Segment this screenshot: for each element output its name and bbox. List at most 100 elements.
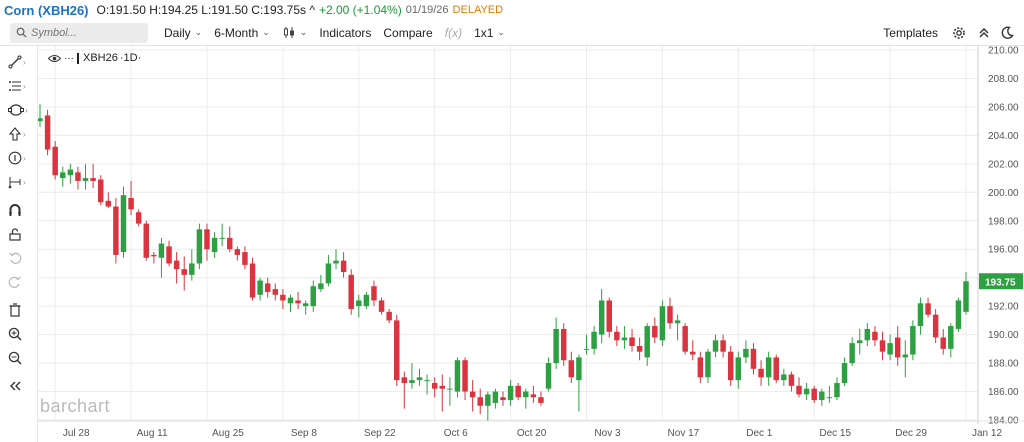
moon-icon (1001, 26, 1014, 39)
x-tick-label: Nov 3 (594, 428, 621, 439)
symbol-search[interactable] (10, 22, 148, 43)
shape-tool[interactable]: › (8, 100, 32, 120)
candle-body (242, 252, 248, 265)
magnet-icon (9, 204, 21, 216)
candle-body (614, 331, 620, 341)
symbol-input[interactable] (31, 26, 131, 39)
zoom-in-button[interactable] (8, 324, 32, 344)
chevron-down-icon: ⌄ (262, 27, 270, 37)
candle-body (166, 246, 172, 264)
candle-body (811, 388, 817, 401)
candle-body (67, 169, 74, 176)
candle-body (447, 388, 453, 390)
candle-body (333, 260, 339, 264)
candlestick-icon (283, 27, 294, 38)
candle-body (477, 397, 483, 406)
interval-dropdown[interactable]: Daily ⌄ (164, 26, 202, 40)
candle-body (75, 172, 81, 181)
number-marker-icon (8, 151, 22, 165)
interval-label: Daily (164, 25, 191, 40)
candle-body (932, 314, 939, 338)
y-tick-label: 208.00 (988, 74, 1019, 85)
last-price-marker (979, 273, 1023, 290)
delete-button[interactable] (8, 300, 32, 320)
candle-body (894, 337, 901, 358)
barchart-logo: barchart (40, 396, 111, 416)
y-tick-label: 206.00 (988, 102, 1019, 113)
candle-body (462, 360, 468, 392)
candle-body (227, 237, 233, 250)
candle-body (849, 343, 855, 364)
drawing-toolbar: › › › › › › (0, 46, 38, 442)
chart-toolbar: Daily⌄ 6-Month⌄ ⌄ Indicators Compare f(x… (0, 20, 1024, 46)
templates-label: Templates (883, 26, 938, 40)
more-icon[interactable]: ··· (64, 52, 74, 64)
y-tick-label: 186.00 (988, 387, 1019, 398)
compare-button[interactable]: Compare (383, 26, 432, 40)
redo-button[interactable] (8, 272, 32, 292)
chart-type-dropdown[interactable]: ⌄ (282, 26, 307, 39)
candle-body (485, 394, 491, 406)
candle-body (917, 303, 924, 327)
trendline-tool[interactable]: › (8, 52, 32, 72)
arrow-up-icon (8, 127, 22, 141)
candle-body (128, 198, 134, 210)
candle-body (348, 274, 354, 309)
zoom-in-icon (8, 327, 22, 341)
symbol-title[interactable]: Corn (XBH26) (4, 2, 89, 18)
candle-body (864, 328, 871, 341)
measure-tool[interactable]: › (8, 172, 32, 192)
y-tick-label: 202.00 (988, 159, 1019, 170)
ohlc-readout: O:191.50 H:194.25 L:191.50 C:193.75s ^ (96, 3, 315, 17)
dark-mode-toggle[interactable] (1000, 26, 1014, 40)
candle-body (727, 351, 734, 381)
range-dropdown[interactable]: 6-Month ⌄ (214, 26, 270, 40)
candle-body (52, 146, 58, 176)
candle-body (173, 260, 180, 270)
candle-body (781, 374, 787, 381)
candle-body (272, 289, 279, 295)
indicators-button[interactable]: Indicators (319, 26, 371, 40)
candle-body (424, 380, 430, 382)
settings-button[interactable] (952, 26, 966, 40)
price-chart[interactable]: 184.00186.00188.00190.00192.00194.00196.… (38, 46, 1024, 442)
candle-body (204, 229, 210, 250)
expand-arrow-icon: › (23, 129, 26, 139)
lock-tool[interactable] (8, 224, 32, 244)
candle-body (515, 385, 521, 398)
undo-button[interactable] (8, 248, 32, 268)
y-tick-label: 190.00 (988, 330, 1019, 341)
candle-body (576, 357, 582, 381)
layout-dropdown[interactable]: 1x1 ⌄ (474, 26, 505, 40)
x-tick-label: Dec 1 (746, 428, 773, 439)
candle-body (97, 179, 104, 203)
templates-button[interactable]: Templates (883, 26, 938, 40)
arrow-tool[interactable]: › (8, 124, 32, 144)
candle-body (560, 328, 567, 361)
range-label: 6-Month (214, 25, 259, 40)
annotation-tool[interactable]: › (8, 148, 32, 168)
candle-body (378, 300, 385, 312)
candle-body (606, 300, 612, 332)
trendline-icon (8, 55, 22, 69)
layout-label: 1x1 (474, 25, 494, 40)
candle-body (712, 340, 719, 352)
undo-icon (9, 252, 22, 264)
collapse-sidebar-button[interactable] (8, 376, 32, 396)
candle-body (264, 283, 271, 292)
series-legend[interactable]: ··· XBH26 ·1D· (48, 52, 141, 64)
candle-body (583, 348, 590, 350)
magnet-tool[interactable] (8, 200, 32, 220)
zoom-out-button[interactable] (8, 348, 32, 368)
indicators-label: Indicators (319, 25, 372, 40)
y-tick-label: 200.00 (988, 188, 1019, 199)
candle-body (538, 397, 544, 403)
candle-body (310, 286, 316, 307)
x-tick-label: Oct 20 (517, 428, 547, 439)
y-tick-label: 198.00 (988, 216, 1019, 227)
collapse-button[interactable] (978, 26, 990, 40)
candle-body (82, 178, 89, 181)
fibonacci-tool[interactable]: › (8, 76, 32, 96)
function-button[interactable]: f(x) (445, 26, 462, 40)
candle-body (530, 394, 537, 398)
